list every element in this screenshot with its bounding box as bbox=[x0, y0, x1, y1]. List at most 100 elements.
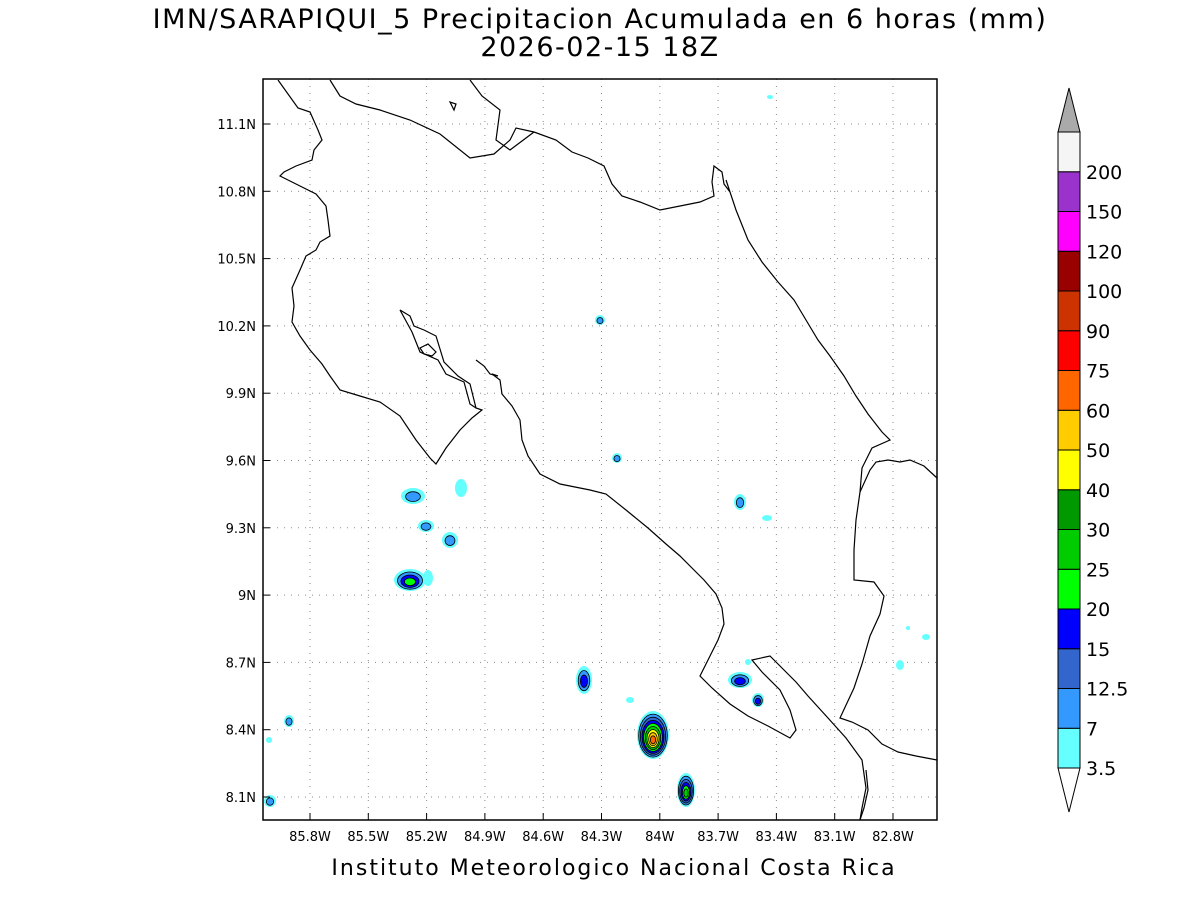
colorbar-swatch bbox=[1057, 171, 1081, 212]
precip-contour bbox=[444, 535, 456, 546]
colorbar-swatch bbox=[1057, 370, 1081, 411]
colorbar-label: 60 bbox=[1086, 400, 1110, 422]
plot-frame bbox=[262, 78, 938, 821]
institution-credit: Instituto Meteorologico Nacional Costa R… bbox=[331, 856, 897, 881]
colorbar: 3.5 7 12.5 15 20 25 30 40 50 60 75 90 100 120 150 200 bbox=[1057, 87, 1128, 813]
precipitation-areas bbox=[264, 95, 930, 807]
colorbar-swatch bbox=[1057, 648, 1081, 689]
coastline-pacific-nicoya bbox=[277, 79, 484, 465]
x-tick-label: 85.8W bbox=[289, 830, 331, 845]
colorbar-label: 25 bbox=[1086, 559, 1110, 581]
colorbar-label: 40 bbox=[1086, 480, 1110, 502]
precip-contour bbox=[683, 788, 689, 798]
colorbar-swatch bbox=[1057, 568, 1081, 610]
coastline-tarcoles bbox=[475, 359, 499, 377]
precip-contour bbox=[649, 735, 657, 745]
x-tick-label: 84.3W bbox=[581, 830, 623, 845]
colorbar-swatch bbox=[1057, 409, 1081, 451]
precip-contour bbox=[404, 577, 416, 587]
colorbar-swatch bbox=[1057, 131, 1081, 173]
precip-contour bbox=[762, 515, 772, 521]
precip-contour bbox=[265, 797, 275, 806]
precip-contour bbox=[580, 674, 588, 688]
precip-contour bbox=[767, 95, 773, 99]
colorbar-swatch bbox=[1057, 290, 1081, 332]
precip-contour bbox=[285, 717, 293, 726]
y-tick-label: 11.1N bbox=[217, 118, 256, 133]
colorbar-swatch bbox=[1057, 489, 1081, 530]
gridlines bbox=[263, 79, 937, 820]
x-tick-label: 85.2W bbox=[406, 830, 448, 845]
colorbar-swatch bbox=[1057, 529, 1081, 570]
coastline-burica bbox=[859, 769, 869, 820]
x-tick-label: 83.7W bbox=[697, 830, 739, 845]
y-tick-label: 8.7N bbox=[226, 656, 256, 671]
x-tick-label: 83.4W bbox=[755, 830, 797, 845]
x-tick-label: 84.6W bbox=[522, 830, 564, 845]
precip-contour bbox=[735, 497, 745, 508]
colorbar-swatch bbox=[1057, 727, 1081, 769]
precip-contour bbox=[922, 634, 930, 640]
precip-contour bbox=[906, 626, 910, 630]
precip-contour bbox=[626, 697, 634, 703]
colorbar-swatch bbox=[1057, 688, 1081, 729]
y-tick-label: 9.6N bbox=[226, 455, 256, 470]
precip-contour bbox=[754, 697, 762, 705]
precip-contour bbox=[405, 491, 421, 502]
colorbar-label: 120 bbox=[1086, 241, 1122, 263]
colorbar-label: 50 bbox=[1086, 440, 1110, 462]
x-tick-label: 85.5W bbox=[347, 830, 389, 845]
precip-contour bbox=[596, 317, 604, 325]
y-tick-label: 10.8N bbox=[217, 185, 256, 200]
colorbar-upper-arrow bbox=[1057, 87, 1081, 133]
map-subtitle: 2026-02-15 18Z bbox=[480, 32, 720, 63]
map-title: IMN/SARAPIQUI_5 Precipitacion Acumulada … bbox=[152, 4, 1048, 35]
y-tick-label: 8.4N bbox=[226, 724, 256, 739]
colorbar-swatch bbox=[1057, 608, 1081, 650]
colorbar-label: 15 bbox=[1086, 639, 1110, 661]
precip-contour bbox=[896, 660, 904, 670]
y-tick-label: 10.2N bbox=[217, 320, 256, 335]
island-small bbox=[448, 100, 457, 112]
colorbar-lower-arrow bbox=[1057, 767, 1081, 813]
x-tick-label: 84W bbox=[645, 830, 675, 845]
colorbar-swatch bbox=[1057, 250, 1081, 292]
precip-contour bbox=[455, 479, 467, 497]
colorbar-swatch bbox=[1057, 211, 1081, 252]
y-tick-label: 9.3N bbox=[226, 522, 256, 537]
precip-contour bbox=[266, 737, 272, 743]
y-tick-label: 9.9N bbox=[226, 387, 256, 402]
y-tick-label: 9N bbox=[238, 589, 256, 604]
coastline-east bbox=[859, 459, 937, 493]
colorbar-label: 20 bbox=[1086, 599, 1110, 621]
precip-contour bbox=[420, 522, 432, 531]
coastline bbox=[277, 79, 937, 820]
coastline-nicoya-inner bbox=[419, 343, 437, 357]
x-tick-label: 84.9W bbox=[464, 830, 506, 845]
colorbar-label: 12.5 bbox=[1086, 679, 1128, 701]
precip-contour bbox=[745, 659, 751, 665]
colorbar-label: 3.5 bbox=[1086, 758, 1116, 780]
colorbar-label: 100 bbox=[1086, 281, 1122, 303]
y-tick-label: 8.1N bbox=[226, 791, 256, 806]
colorbar-label: 7 bbox=[1086, 718, 1098, 740]
precip-contour bbox=[734, 677, 746, 686]
colorbar-label: 90 bbox=[1086, 321, 1110, 343]
colorbar-label: 30 bbox=[1086, 520, 1110, 542]
x-tick-label: 82.8W bbox=[872, 830, 914, 845]
precip-contour bbox=[423, 570, 433, 586]
y-axis: 11.1N 10.8N 10.5N 10.2N 9.9N 9.6N 9.3N 9N 8.7N 8.… bbox=[217, 118, 270, 806]
colorbar-swatch bbox=[1057, 449, 1081, 491]
x-axis: 85.8W 85.5W 85.2W 84.9W 84.6W 84.3W 84W 83.7W 83… bbox=[289, 813, 914, 845]
colorbar-swatch bbox=[1057, 330, 1081, 371]
colorbar-label: 75 bbox=[1086, 361, 1110, 383]
colorbar-label: 150 bbox=[1086, 202, 1122, 224]
precip-contour bbox=[613, 455, 621, 463]
x-tick-label: 83.1W bbox=[814, 830, 856, 845]
y-tick-label: 10.5N bbox=[217, 253, 256, 268]
coastline-gulf-nicoya bbox=[399, 309, 867, 820]
colorbar-label: 200 bbox=[1086, 162, 1122, 184]
coastline-northwest bbox=[469, 79, 535, 151]
coastline-caribbean bbox=[329, 79, 937, 761]
